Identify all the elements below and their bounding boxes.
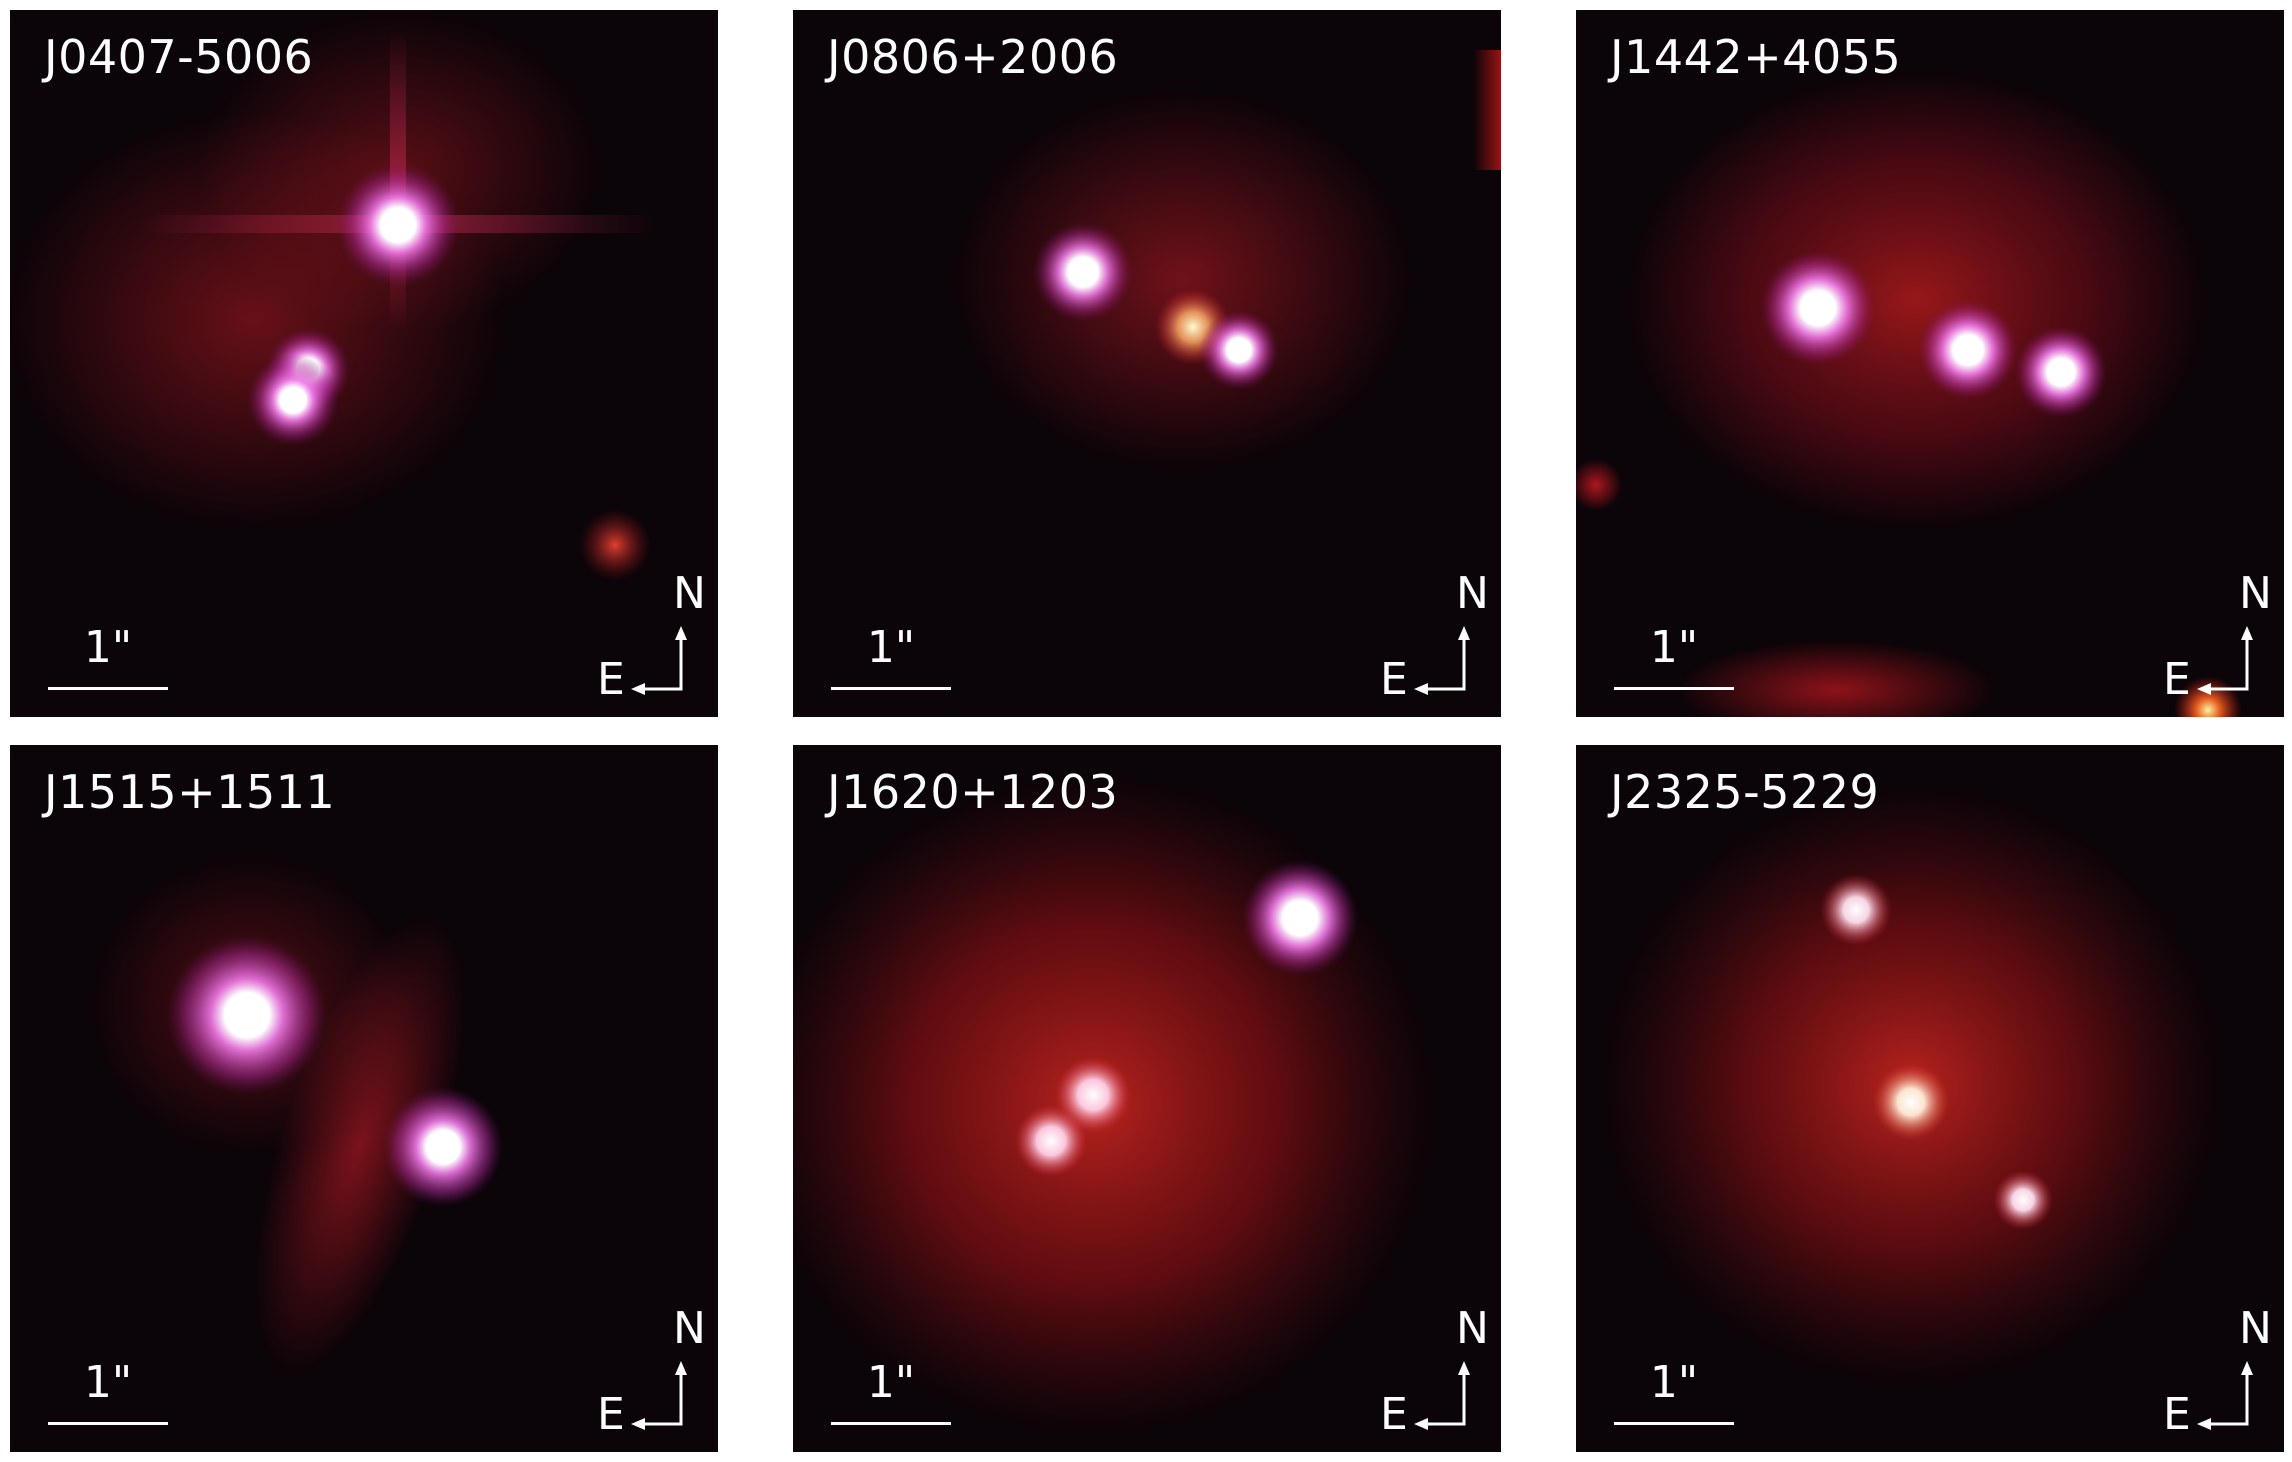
compass-north-label: N	[673, 568, 706, 619]
compass-east-label: E	[1380, 1389, 1408, 1440]
panel-j0806-2006: J0806+2006 1" N E	[793, 10, 1501, 717]
compass-east-label: E	[597, 1389, 625, 1440]
panel-j1515-1511: J1515+1511 1" N E	[10, 745, 718, 1452]
panel-j2325-5229: J2325-5229 1" N E	[1576, 745, 2284, 1452]
compass-arrows	[631, 626, 687, 695]
scale-bar: 1"	[48, 626, 168, 696]
panel-image	[1576, 10, 2284, 717]
scale-bar: 1"	[831, 626, 951, 696]
panel-title: J2325-5229	[1610, 765, 1880, 819]
scale-bar-label: 1"	[83, 1357, 133, 1408]
panel-title: J0407-5006	[44, 30, 314, 84]
compass: N E	[1368, 1303, 1489, 1440]
panel-j0407-5006: J0407-5006 1" N E	[10, 10, 718, 717]
scale-bar-line	[831, 687, 951, 690]
compass-east-label: E	[597, 654, 625, 705]
scale-bar-line	[48, 687, 168, 690]
scale-bar-label: 1"	[1649, 1357, 1699, 1408]
panel-j1442-4055: J1442+4055 1" N E	[1576, 10, 2284, 717]
compass: N E	[2151, 568, 2272, 705]
scale-bar-label: 1"	[83, 622, 133, 673]
scale-bar: 1"	[1614, 1361, 1734, 1431]
panel-image	[793, 10, 1501, 717]
panel-image	[10, 10, 718, 717]
scale-bar-label: 1"	[866, 622, 916, 673]
compass-east-label: E	[1380, 654, 1408, 705]
compass: N E	[1368, 568, 1489, 705]
panel-j1620-1203: J1620+1203 1" N E	[793, 745, 1501, 1452]
compass-north-label: N	[673, 1303, 706, 1354]
scale-bar-line	[48, 1422, 168, 1425]
scale-bar: 1"	[1614, 626, 1734, 696]
compass-arrows	[2197, 626, 2253, 695]
compass: N E	[585, 568, 706, 705]
compass-arrows	[631, 1361, 687, 1430]
compass-arrows	[1414, 626, 1470, 695]
panel-image	[793, 745, 1501, 1452]
scale-bar-line	[1614, 687, 1734, 690]
compass: N E	[2151, 1303, 2272, 1440]
scale-bar: 1"	[48, 1361, 168, 1431]
compass-north-label: N	[2239, 568, 2272, 619]
panel-title: J1442+4055	[1610, 30, 1902, 84]
compass-north-label: N	[1456, 568, 1489, 619]
panel-title: J1515+1511	[44, 765, 336, 819]
scale-bar-label: 1"	[866, 1357, 916, 1408]
scale-bar: 1"	[831, 1361, 951, 1431]
panel-image	[10, 745, 718, 1452]
compass-east-label: E	[2163, 1389, 2191, 1440]
compass-north-label: N	[2239, 1303, 2272, 1354]
scale-bar-line	[831, 1422, 951, 1425]
compass-arrows	[2197, 1361, 2253, 1430]
panel-title: J1620+1203	[827, 765, 1119, 819]
scale-bar-line	[1614, 1422, 1734, 1425]
compass-arrows	[1414, 1361, 1470, 1430]
compass: N E	[585, 1303, 706, 1440]
compass-north-label: N	[1456, 1303, 1489, 1354]
panel-title: J0806+2006	[827, 30, 1119, 84]
compass-east-label: E	[2163, 654, 2191, 705]
panel-image	[1576, 745, 2284, 1452]
scale-bar-label: 1"	[1649, 622, 1699, 673]
